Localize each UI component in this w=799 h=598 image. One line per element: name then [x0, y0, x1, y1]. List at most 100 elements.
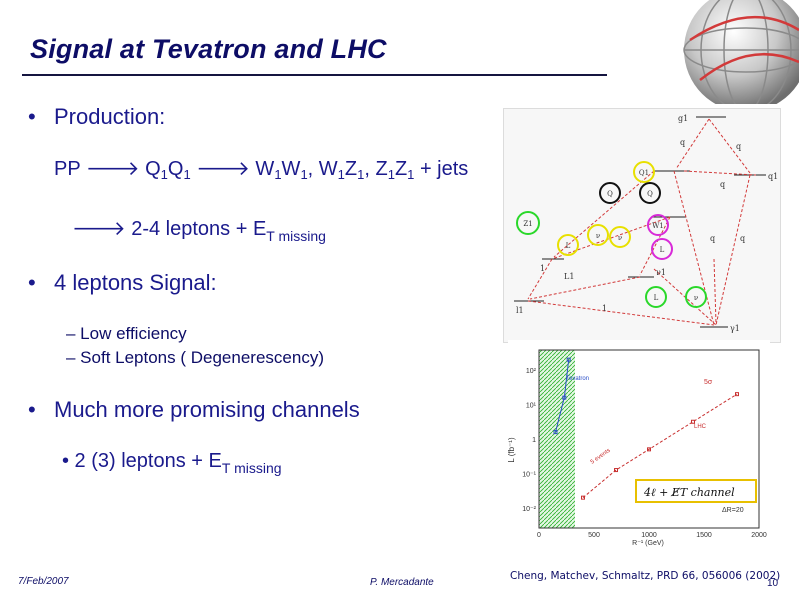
- series-point: [735, 392, 739, 397]
- annotation-lhc: LHC: [694, 424, 707, 430]
- decay-chain-diagram: g1 q q q1 q q q 1 L1 ν1 1 l1 γ1 Q1 Q Q W…: [503, 108, 781, 343]
- circle-label: L: [654, 294, 659, 302]
- excluded-region: [539, 350, 575, 528]
- annotation-tevatron: Tevatron: [566, 376, 589, 382]
- arrow-right-icon: 🡒: [72, 218, 126, 240]
- diagram-label: L1: [564, 272, 574, 281]
- diagram-label: ν1: [656, 268, 666, 277]
- production-subscript: 1: [407, 167, 415, 182]
- diagram-label: 1: [602, 304, 607, 313]
- leptons-line: 🡒 2-4 leptons + ET missing: [72, 216, 326, 244]
- bullet-production-label: Production:: [54, 104, 166, 129]
- diagram-label: γ1: [730, 324, 740, 333]
- series-line-tevatron: [555, 359, 570, 433]
- diagram-label: q1: [768, 172, 778, 181]
- production-subscript: 1: [300, 167, 308, 182]
- y-tick-label: 1: [532, 437, 536, 444]
- footer-citation: Cheng, Matchev, Schmaltz, PRD 66, 056006…: [510, 570, 781, 582]
- diagram-label: 1: [540, 264, 545, 273]
- x-tick-label: 1500: [696, 532, 712, 539]
- series-point: [691, 419, 695, 424]
- y-axis-label: L (fb⁻¹): [508, 437, 516, 463]
- channel-legend-text: 4ℓ + E̸T channel: [643, 486, 735, 499]
- production-text: W: [249, 158, 275, 180]
- particle-circles: [516, 161, 707, 308]
- x-tick-label: 2000: [751, 532, 767, 539]
- production-text: Z: [344, 158, 358, 180]
- production-text: Z: [394, 158, 408, 180]
- plot-frame: [538, 349, 760, 529]
- series-point: [562, 395, 567, 400]
- arrow-right-icon: 🡒: [196, 158, 250, 180]
- y-tick-label: 10¹: [526, 403, 537, 410]
- bullet-promising-channels: • Much more promising channels: [28, 397, 360, 422]
- leptons-subscript: T missing: [266, 228, 326, 244]
- circle-label: L: [566, 242, 571, 250]
- y-tick-label: 10⁻¹: [522, 472, 536, 479]
- y-tick-label: 10²: [526, 368, 537, 375]
- production-text: + jets: [414, 158, 469, 180]
- sensitivity-plot: 0 500 1000 1500 2000 10² 10¹ 1 10⁻¹ 10⁻² L (fb⁻¹)…: [508, 340, 770, 548]
- decay-arrows: [527, 118, 757, 326]
- circle-label: Q: [647, 190, 653, 198]
- leptons-text: 2-4 leptons + E: [125, 218, 267, 240]
- diagram-label: q: [710, 234, 715, 243]
- series-line-lhc: [582, 393, 738, 499]
- series-point: [614, 468, 618, 473]
- footer-author: P. Mercadante: [370, 577, 434, 588]
- bullet-promising-channels-label: Much more promising channels: [54, 397, 360, 422]
- arrow-right-icon: 🡒: [85, 158, 140, 180]
- production-subscript: 1: [274, 167, 282, 182]
- circle-label: Q1: [639, 169, 649, 177]
- circle-label: ν: [694, 294, 698, 302]
- globe-logo-icon: [683, 0, 799, 104]
- list-item-low-efficiency: – Low efficiency: [66, 324, 187, 343]
- channel-line: • 2 (3) leptons + ET missing: [62, 450, 282, 476]
- production-subscript: 1: [160, 167, 168, 182]
- bullet-production: • Production:: [28, 104, 166, 129]
- series-point: [647, 447, 651, 452]
- y-tick-label: 10⁻²: [522, 506, 536, 513]
- circle-label: Z1: [523, 220, 532, 228]
- channel-text: • 2 (3) leptons + E: [62, 450, 222, 472]
- circle-label: ν: [596, 232, 600, 240]
- production-text: , Z: [364, 158, 388, 180]
- bullet-four-leptons: • 4 leptons Signal:: [28, 270, 217, 295]
- footer-date: 7/Feb/2007: [18, 576, 69, 587]
- diagram-label: q: [720, 180, 725, 189]
- annotation-5-events: 5 events: [590, 448, 612, 466]
- list-item-soft-leptons: – Soft Leptons ( Degenerescency): [66, 348, 324, 367]
- circle-label: W1: [652, 222, 664, 230]
- channel-legend-box: [635, 479, 757, 503]
- x-tick-label: 1000: [641, 532, 657, 539]
- axis-ticks: 0 500 1000 1500 2000 10² 10¹ 1 10⁻¹ 10⁻²: [522, 368, 767, 539]
- diagram-labels: g1 q q q1 q q q 1 L1 ν1 1 l1 γ1: [516, 114, 778, 333]
- diagram-label: q: [740, 234, 745, 243]
- production-text: W: [281, 158, 301, 180]
- production-subscript: 1: [387, 167, 395, 182]
- channel-subscript: T missing: [221, 460, 282, 476]
- title-underline: [22, 74, 607, 76]
- diagram-label: g1: [678, 114, 688, 123]
- page-number: 10: [767, 578, 779, 589]
- annotation-5sigma: 5σ: [704, 379, 713, 386]
- production-line: PP 🡒 Q1Q1 🡒 W1W1, W1Z1, Z1Z1 + jets: [54, 156, 468, 182]
- diagram-label: q: [680, 138, 685, 147]
- production-subscript: 1: [357, 167, 365, 182]
- mass-levels: [514, 116, 766, 328]
- diagram-label: q: [736, 142, 741, 151]
- production-subscript: 1: [183, 167, 191, 182]
- series-point: [581, 495, 585, 500]
- circle-label: Q: [607, 190, 613, 198]
- diagram-label: l1: [516, 306, 524, 315]
- circle-label: L: [660, 246, 665, 254]
- production-subscript: 1: [337, 167, 345, 182]
- production-text: Q: [167, 158, 184, 180]
- x-tick-label: 500: [588, 532, 600, 539]
- series-point: [553, 430, 558, 435]
- x-tick-label: 0: [537, 532, 541, 539]
- bullet-four-leptons-label: 4 leptons Signal:: [54, 270, 217, 295]
- production-text: Q: [139, 158, 161, 180]
- circle-labels: Q1 Q Q W1 Z1 L ν ν L L ν: [523, 169, 698, 302]
- page-title: Signal at Tevatron and LHC: [30, 34, 387, 64]
